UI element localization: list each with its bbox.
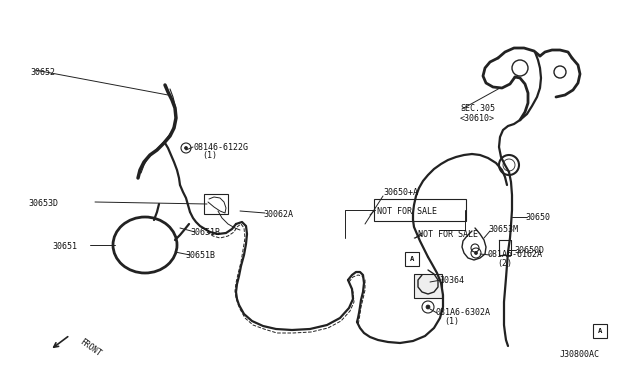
Circle shape (184, 147, 188, 150)
Circle shape (474, 251, 477, 254)
Text: NOT FOR SALE: NOT FOR SALE (377, 207, 437, 216)
Text: 081A6-6302A: 081A6-6302A (435, 308, 490, 317)
Text: 30653D: 30653D (28, 199, 58, 208)
Text: SEC.305: SEC.305 (460, 104, 495, 113)
Text: NOT FOR SALE: NOT FOR SALE (418, 230, 478, 239)
Text: 30651B: 30651B (190, 228, 220, 237)
Text: 30652: 30652 (30, 68, 55, 77)
Text: (1): (1) (202, 151, 217, 160)
Text: A: A (598, 328, 602, 334)
Text: 30364: 30364 (439, 276, 464, 285)
Text: 081A6-6162A: 081A6-6162A (488, 250, 543, 259)
Text: FRONT: FRONT (78, 337, 102, 358)
Text: 30650D: 30650D (514, 246, 544, 255)
Circle shape (426, 305, 430, 309)
Text: A: A (410, 256, 414, 262)
Text: 30653M: 30653M (488, 225, 518, 234)
FancyBboxPatch shape (414, 274, 442, 298)
Text: 30651: 30651 (52, 242, 77, 251)
Text: J30800AC: J30800AC (560, 350, 600, 359)
Text: (2): (2) (497, 259, 512, 268)
Text: 30651B: 30651B (185, 251, 215, 260)
Text: <30610>: <30610> (460, 114, 495, 123)
Text: 30062A: 30062A (263, 210, 293, 219)
Text: 30650: 30650 (525, 213, 550, 222)
Text: 30650+A: 30650+A (383, 188, 418, 197)
Text: 08146-6122G: 08146-6122G (194, 143, 249, 152)
Text: (1): (1) (444, 317, 459, 326)
